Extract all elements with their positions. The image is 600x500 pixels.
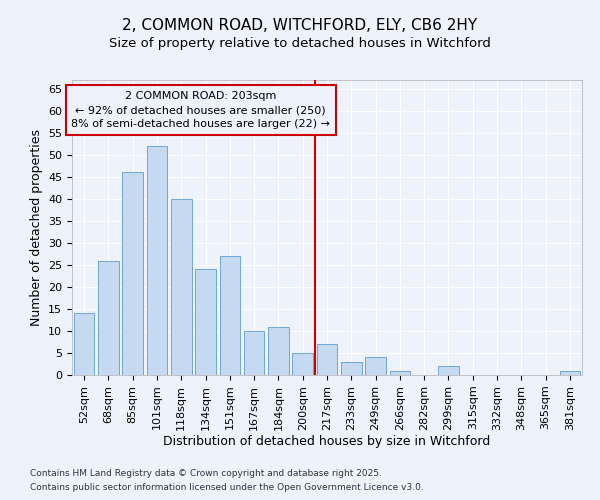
Bar [365, 358, 386, 375]
Bar [74, 314, 94, 375]
Bar [389, 370, 410, 375]
Bar [220, 256, 240, 375]
Bar [317, 344, 337, 375]
Bar [341, 362, 362, 375]
Y-axis label: Number of detached properties: Number of detached properties [29, 129, 43, 326]
Text: Contains public sector information licensed under the Open Government Licence v3: Contains public sector information licen… [30, 484, 424, 492]
Text: 2 COMMON ROAD: 203sqm
← 92% of detached houses are smaller (250)
8% of semi-deta: 2 COMMON ROAD: 203sqm ← 92% of detached … [71, 91, 330, 129]
Bar [292, 353, 313, 375]
Text: 2, COMMON ROAD, WITCHFORD, ELY, CB6 2HY: 2, COMMON ROAD, WITCHFORD, ELY, CB6 2HY [122, 18, 478, 32]
Bar [122, 172, 143, 375]
Bar [560, 370, 580, 375]
X-axis label: Distribution of detached houses by size in Witchford: Distribution of detached houses by size … [163, 436, 491, 448]
Bar [438, 366, 459, 375]
Bar [195, 270, 216, 375]
Bar [98, 260, 119, 375]
Text: Contains HM Land Registry data © Crown copyright and database right 2025.: Contains HM Land Registry data © Crown c… [30, 468, 382, 477]
Bar [244, 331, 265, 375]
Text: Size of property relative to detached houses in Witchford: Size of property relative to detached ho… [109, 38, 491, 51]
Bar [146, 146, 167, 375]
Bar [268, 326, 289, 375]
Bar [171, 199, 191, 375]
